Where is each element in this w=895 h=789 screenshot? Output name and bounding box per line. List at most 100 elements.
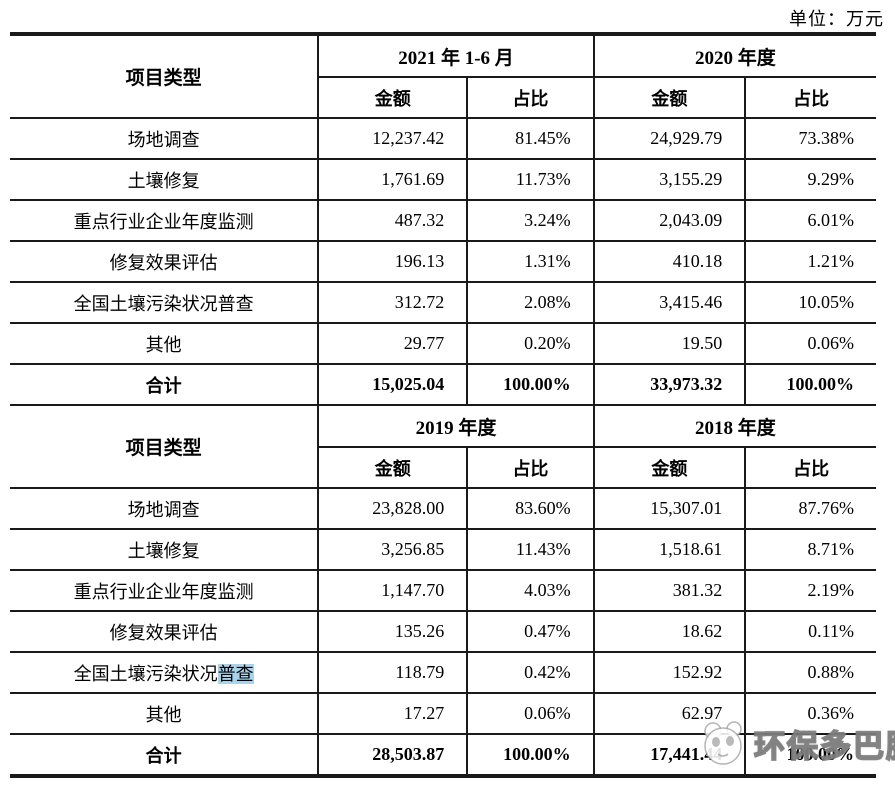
ratio-cell: 4.03%: [466, 569, 594, 611]
category-cell: 合计: [10, 363, 319, 405]
amount-cell: 15,307.01: [592, 487, 746, 529]
amount-cell: 17.27: [317, 692, 468, 734]
category-cell: 其他: [10, 322, 319, 364]
amount-cell: 62.97: [592, 692, 746, 734]
ratio-cell: 0.88%: [744, 651, 876, 693]
table2-period-2: 2018 年度: [592, 404, 876, 447]
unit-label: 单位：万元: [789, 9, 884, 29]
ratio-cell: 0.47%: [466, 610, 594, 652]
ratio-cell: 9.29%: [744, 158, 876, 200]
category-label: 全国土壤污染状况: [73, 663, 218, 684]
ratio-cell: 3.24%: [466, 199, 594, 241]
amount-cell: 15,025.04: [317, 363, 468, 405]
category-cell: 土壤修复: [10, 158, 319, 200]
category-cell: 全国土壤污染状况普查: [10, 281, 319, 323]
category-cell: 修复效果评估: [10, 610, 319, 652]
table1-total-row: 合计 15,025.04 100.00% 33,973.32 100.00%: [10, 363, 876, 405]
category-cell: 其他: [10, 692, 319, 734]
ratio-cell: 100.00%: [744, 733, 876, 776]
table-row: 其他 29.77 0.20% 19.50 0.06%: [10, 322, 876, 364]
table-row: 修复效果评估 135.26 0.47% 18.62 0.11%: [10, 610, 876, 652]
table1-ratio-header-2: 占比: [744, 76, 876, 118]
category-cell: 场地调查: [10, 117, 319, 159]
ratio-cell: 0.42%: [466, 651, 594, 693]
table1-period-2: 2020 年度: [592, 33, 876, 77]
ratio-cell: 2.08%: [466, 281, 594, 323]
revenue-breakdown-table: 项目类型 2021 年 1-6 月 2020 年度 金额 占比 金额 占比 场地…: [10, 32, 876, 778]
ratio-cell: 11.73%: [466, 158, 594, 200]
table1-amount-header-1: 金额: [317, 76, 468, 118]
table2-ratio-header-1: 占比: [466, 446, 594, 488]
amount-cell: 196.13: [317, 240, 468, 282]
table-row: 土壤修复 1,761.69 11.73% 3,155.29 9.29%: [10, 158, 876, 200]
ratio-cell: 100.00%: [466, 733, 594, 776]
amount-cell: 1,147.70: [317, 569, 468, 611]
ratio-cell: 0.20%: [466, 322, 594, 364]
ratio-cell: 73.38%: [744, 117, 876, 159]
highlighted-text: 普查: [217, 663, 254, 684]
amount-cell: 381.32: [592, 569, 746, 611]
amount-cell: 24,929.79: [592, 117, 746, 159]
ratio-cell: 0.06%: [744, 322, 876, 364]
amount-cell: 29.77: [317, 322, 468, 364]
amount-cell: 23,828.00: [317, 487, 468, 529]
table2-amount-header-2: 金额: [592, 446, 746, 488]
table-row: 土壤修复 3,256.85 11.43% 1,518.61 8.71%: [10, 528, 876, 570]
ratio-cell: 0.36%: [744, 692, 876, 734]
ratio-cell: 1.31%: [466, 240, 594, 282]
amount-cell: 2,043.09: [592, 199, 746, 241]
table-row: 修复效果评估 196.13 1.31% 410.18 1.21%: [10, 240, 876, 282]
table2-category-header: 项目类型: [10, 404, 319, 488]
table2-period-header-row: 项目类型 2019 年度 2018 年度: [10, 404, 876, 488]
ratio-cell: 6.01%: [744, 199, 876, 241]
category-cell: 修复效果评估: [10, 240, 319, 282]
amount-cell: 17,441.44: [592, 733, 746, 776]
amount-cell: 3,415.46: [592, 281, 746, 323]
ratio-cell: 83.60%: [466, 487, 594, 529]
table1-category-header: 项目类型: [10, 33, 319, 118]
category-cell: 重点行业企业年度监测: [10, 569, 319, 611]
table2-period-1: 2019 年度: [317, 404, 594, 447]
amount-cell: 1,518.61: [592, 528, 746, 570]
table2-subheader-row: 金额 占比 金额 占比: [10, 446, 876, 488]
amount-cell: 3,256.85: [317, 528, 468, 570]
table-row: 其他 17.27 0.06% 62.97 0.36%: [10, 692, 876, 734]
table2-total-row: 合计 28,503.87 100.00% 17,441.44 100.00%: [10, 733, 876, 776]
table-row: 场地调查 12,237.42 81.45% 24,929.79 73.38%: [10, 117, 876, 159]
amount-cell: 118.79: [317, 651, 468, 693]
ratio-cell: 87.76%: [744, 487, 876, 529]
ratio-cell: 2.19%: [744, 569, 876, 611]
amount-cell: 3,155.29: [592, 158, 746, 200]
amount-cell: 135.26: [317, 610, 468, 652]
ratio-cell: 81.45%: [466, 117, 594, 159]
category-cell: 场地调查: [10, 487, 319, 529]
ratio-cell: 100.00%: [744, 363, 876, 405]
category-cell: 土壤修复: [10, 528, 319, 570]
table-row: 全国土壤污染状况普查 312.72 2.08% 3,415.46 10.05%: [10, 281, 876, 323]
amount-cell: 410.18: [592, 240, 746, 282]
financial-table-wrap: 项目类型 2021 年 1-6 月 2020 年度 金额 占比 金额 占比 场地…: [10, 32, 876, 778]
table1-period-1: 2021 年 1-6 月: [317, 33, 594, 77]
ratio-cell: 0.11%: [744, 610, 876, 652]
amount-cell: 312.72: [317, 281, 468, 323]
table1-period-header-row: 项目类型 2021 年 1-6 月 2020 年度: [10, 33, 876, 118]
ratio-cell: 11.43%: [466, 528, 594, 570]
ratio-cell: 1.21%: [744, 240, 876, 282]
category-cell: 全国土壤污染状况普查: [10, 651, 319, 693]
table1-subheader-row: 金额 占比 金额 占比: [10, 76, 876, 118]
ratio-cell: 100.00%: [466, 363, 594, 405]
table-row: 重点行业企业年度监测 487.32 3.24% 2,043.09 6.01%: [10, 199, 876, 241]
table1-ratio-header-1: 占比: [466, 76, 594, 118]
ratio-cell: 8.71%: [744, 528, 876, 570]
ratio-cell: 10.05%: [744, 281, 876, 323]
amount-cell: 1,761.69: [317, 158, 468, 200]
amount-cell: 33,973.32: [592, 363, 746, 405]
amount-cell: 12,237.42: [317, 117, 468, 159]
ratio-cell: 0.06%: [466, 692, 594, 734]
amount-cell: 19.50: [592, 322, 746, 364]
category-cell: 重点行业企业年度监测: [10, 199, 319, 241]
amount-cell: 28,503.87: [317, 733, 468, 776]
amount-cell: 152.92: [592, 651, 746, 693]
table-row: 重点行业企业年度监测 1,147.70 4.03% 381.32 2.19%: [10, 569, 876, 611]
